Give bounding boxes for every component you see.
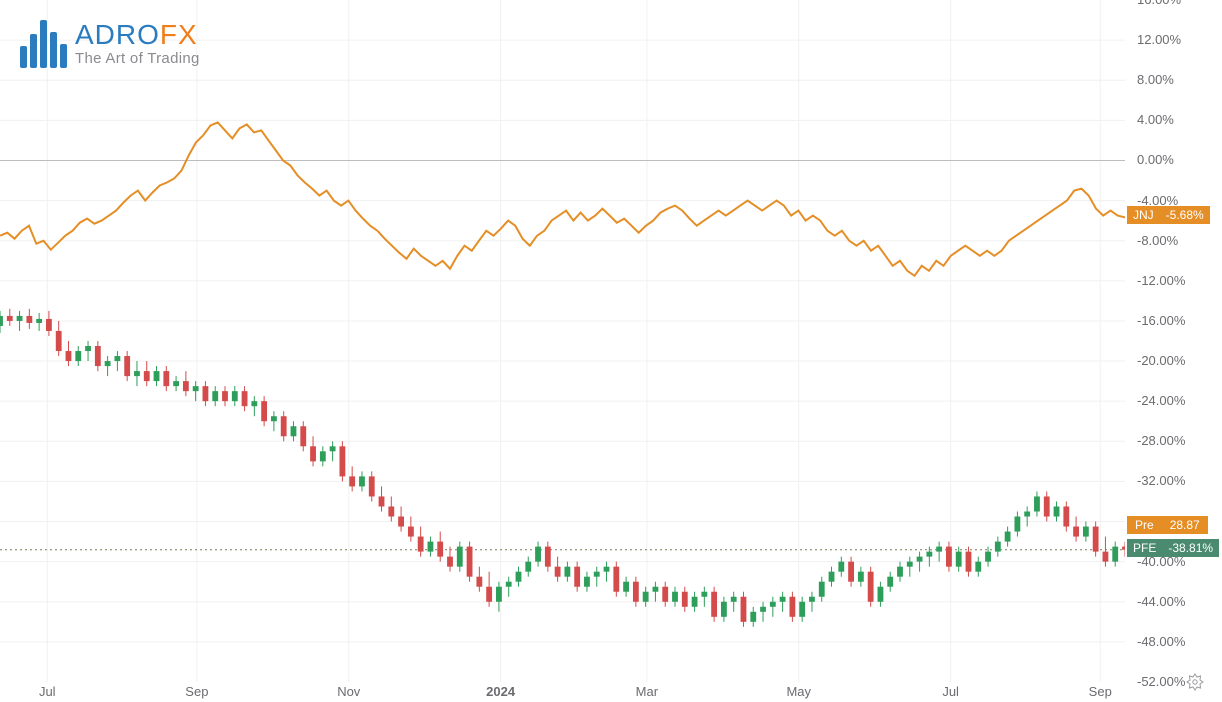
pre-badge: Pre28.87 (1127, 518, 1208, 532)
y-tick-label: -20.00% (1137, 353, 1185, 368)
x-tick-label: 2024 (486, 684, 515, 699)
y-tick-label: -28.00% (1137, 433, 1185, 448)
y-tick-label: -24.00% (1137, 393, 1185, 408)
pfe-badge: PFE-38.81% (1127, 541, 1219, 555)
x-tick-label: Jul (39, 684, 56, 699)
x-tick-label: Nov (337, 684, 360, 699)
plot-area[interactable] (0, 0, 1125, 682)
x-tick-label: May (786, 684, 811, 699)
logo-bars-icon (20, 18, 67, 68)
x-tick-label: Jul (942, 684, 959, 699)
chart-container: ADROFX The Art of Trading -52.00% -48.00%… (0, 0, 1222, 702)
settings-icon[interactable] (1186, 673, 1204, 696)
x-tick-label: Sep (1089, 684, 1112, 699)
jnj-line (0, 0, 1125, 682)
y-tick-label: -52.00% (1137, 674, 1185, 689)
logo: ADROFX The Art of Trading (20, 18, 200, 68)
y-tick-label: -12.00% (1137, 273, 1185, 288)
y-tick-label: -44.00% (1137, 594, 1185, 609)
y-tick-label: 4.00% (1137, 112, 1174, 127)
y-tick-label: 0.00% (1137, 152, 1174, 167)
jnj-badge: JNJ-5.68% (1127, 208, 1210, 222)
logo-name: ADROFX (75, 21, 200, 49)
x-tick-label: Mar (636, 684, 658, 699)
y-tick-label: -32.00% (1137, 473, 1185, 488)
y-tick-label: 16.00% (1137, 0, 1181, 7)
logo-subtitle: The Art of Trading (75, 51, 200, 66)
y-tick-label: -8.00% (1137, 233, 1178, 248)
y-tick-label: -48.00% (1137, 634, 1185, 649)
x-tick-label: Sep (185, 684, 208, 699)
y-tick-label: 12.00% (1137, 32, 1181, 47)
y-tick-label: -16.00% (1137, 313, 1185, 328)
y-tick-label: -4.00% (1137, 193, 1178, 208)
y-tick-label: 8.00% (1137, 72, 1174, 87)
